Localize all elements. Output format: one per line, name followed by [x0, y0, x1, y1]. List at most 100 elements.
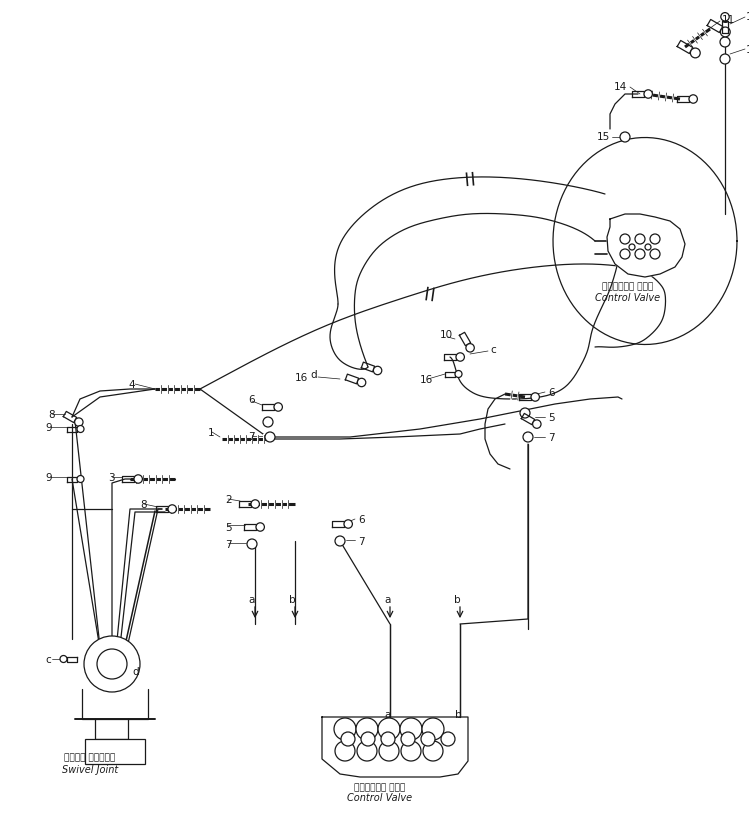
Circle shape — [721, 28, 730, 38]
Circle shape — [168, 505, 177, 513]
Circle shape — [97, 650, 127, 679]
Circle shape — [650, 235, 660, 245]
Circle shape — [533, 421, 541, 429]
Circle shape — [134, 475, 142, 483]
Circle shape — [689, 95, 697, 104]
Text: c: c — [45, 655, 51, 665]
Circle shape — [620, 133, 630, 143]
Circle shape — [531, 393, 539, 402]
Circle shape — [635, 235, 645, 245]
Text: 1: 1 — [208, 427, 215, 437]
Text: b: b — [288, 594, 295, 604]
Text: コントロール バルブ: コントロール バルブ — [602, 283, 654, 291]
Text: c: c — [490, 344, 496, 354]
Circle shape — [374, 367, 382, 375]
Circle shape — [520, 409, 530, 419]
Text: コントロール バルブ: コントロール バルブ — [354, 782, 406, 792]
Circle shape — [421, 732, 435, 746]
Text: b: b — [454, 594, 461, 604]
Text: b: b — [455, 709, 461, 719]
Circle shape — [401, 741, 421, 761]
Text: 6: 6 — [358, 514, 365, 524]
Circle shape — [265, 432, 275, 442]
Text: 11: 11 — [722, 15, 736, 25]
Circle shape — [60, 655, 67, 663]
Circle shape — [721, 13, 730, 22]
Text: 4: 4 — [128, 380, 135, 390]
Text: 5: 5 — [225, 522, 231, 533]
Circle shape — [455, 371, 462, 378]
Polygon shape — [607, 215, 685, 278]
Text: 7: 7 — [248, 431, 255, 441]
Circle shape — [75, 418, 83, 427]
Text: 16: 16 — [420, 375, 433, 385]
Circle shape — [620, 235, 630, 245]
Circle shape — [423, 741, 443, 761]
Text: Control Valve: Control Valve — [348, 792, 413, 802]
Circle shape — [77, 426, 84, 433]
Circle shape — [77, 476, 84, 483]
Circle shape — [620, 250, 630, 260]
Circle shape — [720, 55, 730, 65]
Circle shape — [361, 732, 375, 746]
Text: a: a — [385, 594, 391, 604]
Circle shape — [381, 732, 395, 746]
Text: 12: 12 — [746, 12, 749, 22]
Circle shape — [720, 38, 730, 48]
Circle shape — [635, 250, 645, 260]
Text: 5: 5 — [548, 412, 554, 422]
Circle shape — [378, 718, 400, 740]
Text: d: d — [132, 666, 139, 676]
Text: Control Valve: Control Valve — [595, 293, 661, 303]
Circle shape — [356, 718, 378, 740]
Circle shape — [341, 732, 355, 746]
Text: 16: 16 — [295, 373, 309, 383]
Circle shape — [466, 344, 474, 353]
Circle shape — [263, 417, 273, 427]
Circle shape — [379, 741, 399, 761]
Text: 10: 10 — [440, 329, 453, 339]
Circle shape — [335, 537, 345, 547]
Circle shape — [523, 432, 533, 442]
Text: 9: 9 — [45, 472, 52, 482]
Circle shape — [441, 732, 455, 746]
Text: 7: 7 — [548, 432, 554, 442]
Text: 14: 14 — [614, 82, 627, 92]
Text: d: d — [310, 370, 317, 380]
Circle shape — [256, 523, 264, 532]
Circle shape — [645, 245, 651, 251]
Circle shape — [247, 539, 257, 549]
Circle shape — [84, 636, 140, 692]
Text: 13: 13 — [746, 45, 749, 55]
Circle shape — [357, 741, 377, 761]
Circle shape — [274, 403, 282, 411]
Circle shape — [401, 732, 415, 746]
Circle shape — [335, 741, 355, 761]
Circle shape — [251, 500, 259, 508]
Circle shape — [644, 90, 652, 99]
Circle shape — [357, 379, 366, 387]
Polygon shape — [322, 717, 468, 777]
Text: 8: 8 — [140, 499, 147, 509]
Circle shape — [334, 718, 356, 740]
Text: 7: 7 — [358, 537, 365, 547]
Circle shape — [400, 718, 422, 740]
Circle shape — [344, 520, 352, 528]
Text: スイベル ジョイント: スイベル ジョイント — [64, 752, 115, 762]
Text: 6: 6 — [248, 395, 255, 405]
Circle shape — [422, 718, 444, 740]
Text: Swivel Joint: Swivel Joint — [62, 764, 118, 774]
Text: 15: 15 — [597, 132, 610, 142]
Circle shape — [629, 245, 635, 251]
Text: 8: 8 — [48, 410, 55, 420]
Circle shape — [691, 49, 700, 59]
Text: 9: 9 — [45, 422, 52, 432]
Bar — [85, 739, 145, 764]
Text: 7: 7 — [225, 539, 231, 549]
Text: 2: 2 — [225, 494, 231, 504]
Text: 3: 3 — [108, 472, 115, 482]
Text: a: a — [249, 594, 255, 604]
Text: 6: 6 — [548, 388, 554, 398]
Circle shape — [456, 354, 464, 362]
Circle shape — [650, 250, 660, 260]
